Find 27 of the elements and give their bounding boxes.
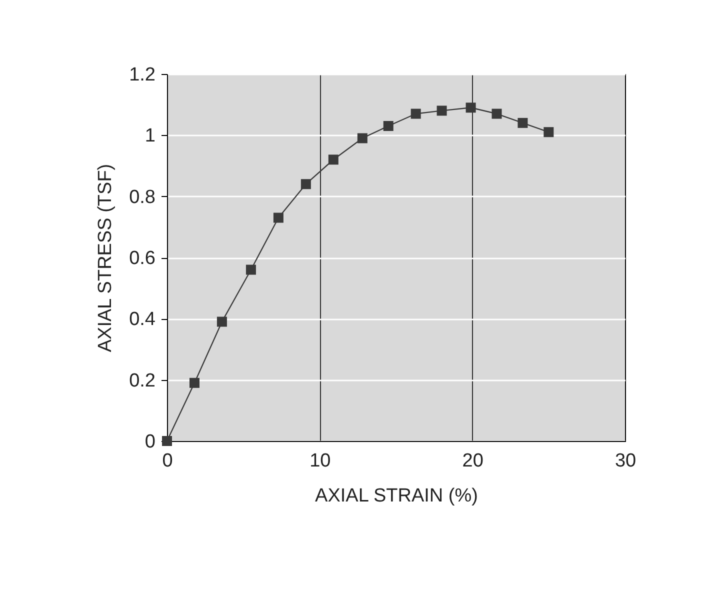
y-tick-label: 0.6 [129, 248, 156, 269]
point [273, 212, 284, 223]
point [328, 154, 338, 165]
x-axis-title: AXIAL STRAIN (%) [315, 486, 478, 506]
x-tick-label: 20 [462, 450, 484, 472]
y-tick-label: 1 [144, 126, 156, 147]
point [216, 316, 227, 327]
point [466, 102, 476, 113]
y-tick-label: 0 [144, 432, 156, 452]
point [544, 127, 554, 138]
y-tick-label: 0.4 [129, 309, 156, 330]
x-tick-label: 30 [614, 450, 636, 472]
point [492, 108, 502, 119]
point [383, 120, 394, 131]
y-tick-label: 0.8 [129, 186, 156, 208]
point [436, 106, 447, 116]
y-tick-label: 1.2 [129, 64, 156, 86]
x-tick-label: 10 [310, 450, 331, 472]
point [300, 179, 311, 190]
y-axis-title: AXIAL STRESS (TSF) [95, 164, 116, 352]
point [410, 108, 421, 119]
point [518, 118, 528, 128]
point [189, 378, 200, 388]
y-tick-label: 0.2 [129, 370, 156, 392]
x-tick-label: 0 [162, 450, 173, 472]
point [357, 133, 368, 144]
point [246, 264, 256, 275]
